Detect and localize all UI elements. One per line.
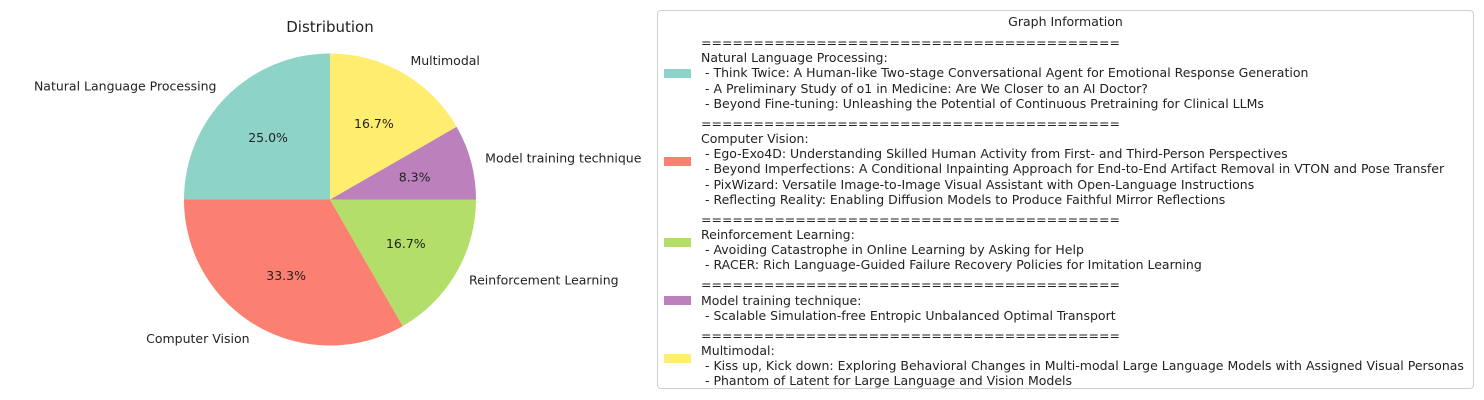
legend-line: - A Preliminary Study of o1 in Medicine:… — [701, 80, 1148, 96]
legend-line: - RACER: Rich Language-Guided Failure Re… — [701, 257, 1202, 273]
pie-slice — [184, 53, 330, 200]
legend-entry: ========================================… — [658, 35, 1473, 111]
legend-text: ========================================… — [701, 35, 1308, 111]
legend-line: - PixWizard: Versatile Image-to-Image Vi… — [701, 176, 1255, 192]
legend-text: ========================================… — [701, 328, 1464, 389]
legend-line: ======================================== — [701, 277, 1120, 293]
legend-text: ========================================… — [701, 212, 1202, 273]
slice-percent-label: 16.7% — [354, 116, 394, 131]
legend-line: ======================================== — [701, 115, 1120, 131]
legend-entry: ========================================… — [658, 277, 1473, 323]
slice-percent-label: 33.3% — [266, 268, 306, 283]
legend-line: Reinforcement Learning: — [701, 226, 855, 242]
legend-line: Computer Vision: — [701, 130, 809, 146]
legend-line: - Reflecting Reality: Enabling Diffusion… — [701, 191, 1226, 207]
legend-line: ======================================== — [701, 211, 1120, 227]
legend-line: - Think Twice: A Human-like Two-stage Co… — [701, 65, 1309, 81]
legend-line: Model training technique: — [701, 292, 862, 308]
legend-line: - Phantom of Latent for Large Language a… — [701, 373, 1073, 389]
legend-swatch — [664, 353, 691, 363]
legend-line: - Ego-Exo4D: Understanding Skilled Human… — [701, 146, 1288, 162]
slice-label: Natural Language Processing — [34, 78, 217, 93]
legend-swatch — [664, 156, 691, 166]
pie-labels: Natural Language Processing 25.0% Computer… — [34, 53, 642, 346]
pie-slice — [330, 126, 476, 200]
pie-slice — [330, 53, 457, 200]
slice-percent-label: 8.3% — [399, 169, 431, 184]
slice-percent-label: 16.7% — [386, 236, 426, 251]
pie-slice — [184, 199, 403, 346]
legend-line: - Scalable Simulation-free Entropic Unba… — [701, 307, 1116, 323]
legend-line: Multimodal: — [701, 342, 775, 358]
legend-line: - Beyond Imperfections: A Conditional In… — [701, 161, 1445, 177]
legend-line: ======================================== — [701, 327, 1120, 343]
legend-line: - Kiss up, Kick down: Exploring Behavior… — [701, 358, 1464, 374]
legend-swatch — [664, 295, 691, 305]
legend-title: Graph Information — [1008, 14, 1123, 29]
slice-label: Model training technique — [485, 151, 642, 166]
legend-line: Natural Language Processing: — [701, 50, 888, 66]
slice-label: Computer Vision — [146, 331, 249, 346]
legend-entry: ========================================… — [658, 212, 1473, 273]
chart-title: Distribution — [286, 18, 374, 36]
pie-chart: Distribution Natural Language Processing… — [34, 18, 642, 346]
legend-entry: ========================================… — [658, 116, 1473, 207]
slice-label: Reinforcement Learning — [469, 272, 619, 287]
pie-slices — [184, 53, 476, 346]
legend-entry: ========================================… — [658, 328, 1473, 389]
legend-text: ========================================… — [701, 116, 1444, 207]
slice-percent-label: 25.0% — [248, 130, 288, 145]
pie-slice — [330, 199, 476, 327]
legend-swatch — [664, 68, 691, 78]
legend-line: - Beyond Fine-tuning: Unleashing the Pot… — [701, 95, 1264, 111]
legend-text: ========================================… — [701, 277, 1120, 323]
legend-line: - Avoiding Catastrophe in Online Learnin… — [701, 242, 1084, 258]
legend: Graph Information ======================… — [657, 10, 1474, 389]
legend-swatch — [664, 237, 691, 247]
legend-line: ======================================== — [701, 35, 1120, 50]
slice-label: Multimodal — [410, 53, 479, 68]
